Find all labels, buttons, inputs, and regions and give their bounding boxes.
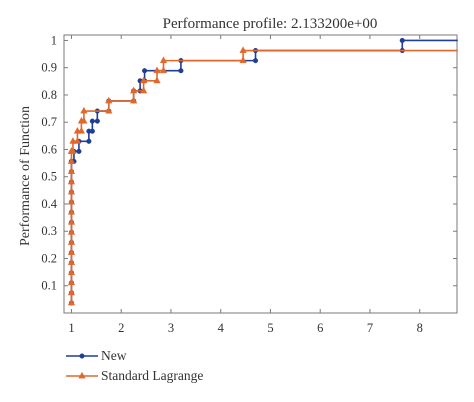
y-tick-label: 0.7 xyxy=(41,115,57,129)
series-standard-lagrange-marker xyxy=(67,228,76,235)
chart-legend-layer: New Standard Lagrange xyxy=(66,348,203,383)
x-tick-label: 4 xyxy=(218,321,225,335)
series-standard-lagrange-marker xyxy=(105,96,113,104)
series-standard-lagrange-marker xyxy=(77,126,86,134)
chart-title: Performance profile: 2.133200e+00 xyxy=(163,16,378,32)
y-tick-label: 0.1 xyxy=(41,279,57,293)
series-standard-lagrange-marker xyxy=(80,116,88,124)
x-tick-label: 3 xyxy=(168,321,174,335)
series-standard-lagrange-marker xyxy=(239,56,247,64)
series-standard-lagrange-marker xyxy=(130,96,138,104)
legend-item-new: New xyxy=(66,348,127,363)
series-standard-lagrange-marker xyxy=(130,86,138,94)
series-new-marker xyxy=(94,118,100,124)
y-tick-label: 1 xyxy=(51,33,57,47)
y-tick-label: 0.8 xyxy=(41,88,57,102)
legend-label-standard-lagrange: Standard Lagrange xyxy=(101,368,203,383)
series-standard-lagrange-marker xyxy=(80,106,88,114)
series-new-marker xyxy=(89,128,95,134)
series-standard-lagrange-marker xyxy=(67,238,76,245)
series-standard-lagrange-marker xyxy=(67,288,76,296)
series-new-line xyxy=(70,39,458,304)
series-new-marker xyxy=(142,68,148,74)
series-standard-lagrange-marker xyxy=(67,187,76,195)
series-standard-lagrange-marker xyxy=(67,268,76,276)
y-tick-label: 0.3 xyxy=(41,224,57,238)
y-tick-label: 0.2 xyxy=(41,251,57,265)
series-standard-lagrange-marker xyxy=(67,207,76,215)
y-tick-label: 0.9 xyxy=(41,61,57,75)
series-standard-lagrange xyxy=(67,46,458,306)
y-tick-label: 0.4 xyxy=(41,197,57,211)
series-standard-lagrange-marker xyxy=(67,167,76,174)
series-standard-lagrange-marker xyxy=(67,258,76,265)
series-new-marker xyxy=(399,37,405,44)
plot-area-border xyxy=(63,34,458,314)
series-standard-lagrange-marker xyxy=(153,66,161,74)
series-standard-lagrange-marker xyxy=(67,157,76,164)
legend-item-standard-lagrange: Standard Lagrange xyxy=(66,368,203,383)
y-tick-label: 0.5 xyxy=(41,170,57,184)
legend-label-new: New xyxy=(101,348,127,363)
series-standard-lagrange-marker xyxy=(153,76,161,84)
series-standard-lagrange-marker xyxy=(139,86,148,94)
series-standard-lagrange-marker xyxy=(239,46,247,53)
series-new-marker xyxy=(178,68,184,74)
chart-frame-layer xyxy=(63,34,458,314)
series-new-marker xyxy=(89,118,95,124)
series-new-marker xyxy=(76,148,82,154)
x-tick-label: 7 xyxy=(367,321,373,335)
series-standard-lagrange-marker xyxy=(67,248,76,255)
y-tick-label: 0.6 xyxy=(41,142,57,156)
series-standard-lagrange-marker xyxy=(67,218,76,225)
series-standard-lagrange-marker xyxy=(159,56,168,64)
chart-series-layer xyxy=(67,37,458,306)
series-standard-lagrange-marker xyxy=(67,278,76,286)
series-standard-lagrange-line xyxy=(70,49,458,304)
series-standard-lagrange-marker xyxy=(69,147,77,154)
series-standard-lagrange-marker xyxy=(139,76,148,84)
legend-marker-standard-lagrange xyxy=(78,371,86,379)
chart-tick-layer: 1 2 3 4 5 6 7 8 0.1 0.2 0.3 0.4 0.5 0.6 0.7 0.8 0.9 1 xyxy=(41,33,457,335)
x-tick-label: 6 xyxy=(317,321,323,335)
series-standard-lagrange-marker xyxy=(67,177,76,185)
legend-marker-new xyxy=(79,353,85,359)
series-standard-lagrange-marker xyxy=(73,137,82,144)
y-axis-label: Performance of Function xyxy=(18,106,33,246)
x-tick-label: 2 xyxy=(118,321,124,335)
series-standard-lagrange-marker xyxy=(105,106,113,114)
x-tick-label: 5 xyxy=(267,321,273,335)
x-tick-label: 1 xyxy=(68,321,74,335)
series-standard-lagrange-marker xyxy=(67,298,76,306)
series-new xyxy=(68,37,458,306)
series-standard-lagrange-marker xyxy=(67,197,76,205)
series-standard-lagrange-marker xyxy=(159,66,168,74)
series-new-marker xyxy=(252,58,259,64)
series-new-marker xyxy=(86,138,92,144)
x-tick-label: 8 xyxy=(417,321,423,335)
series-standard-lagrange-marker xyxy=(69,137,77,144)
